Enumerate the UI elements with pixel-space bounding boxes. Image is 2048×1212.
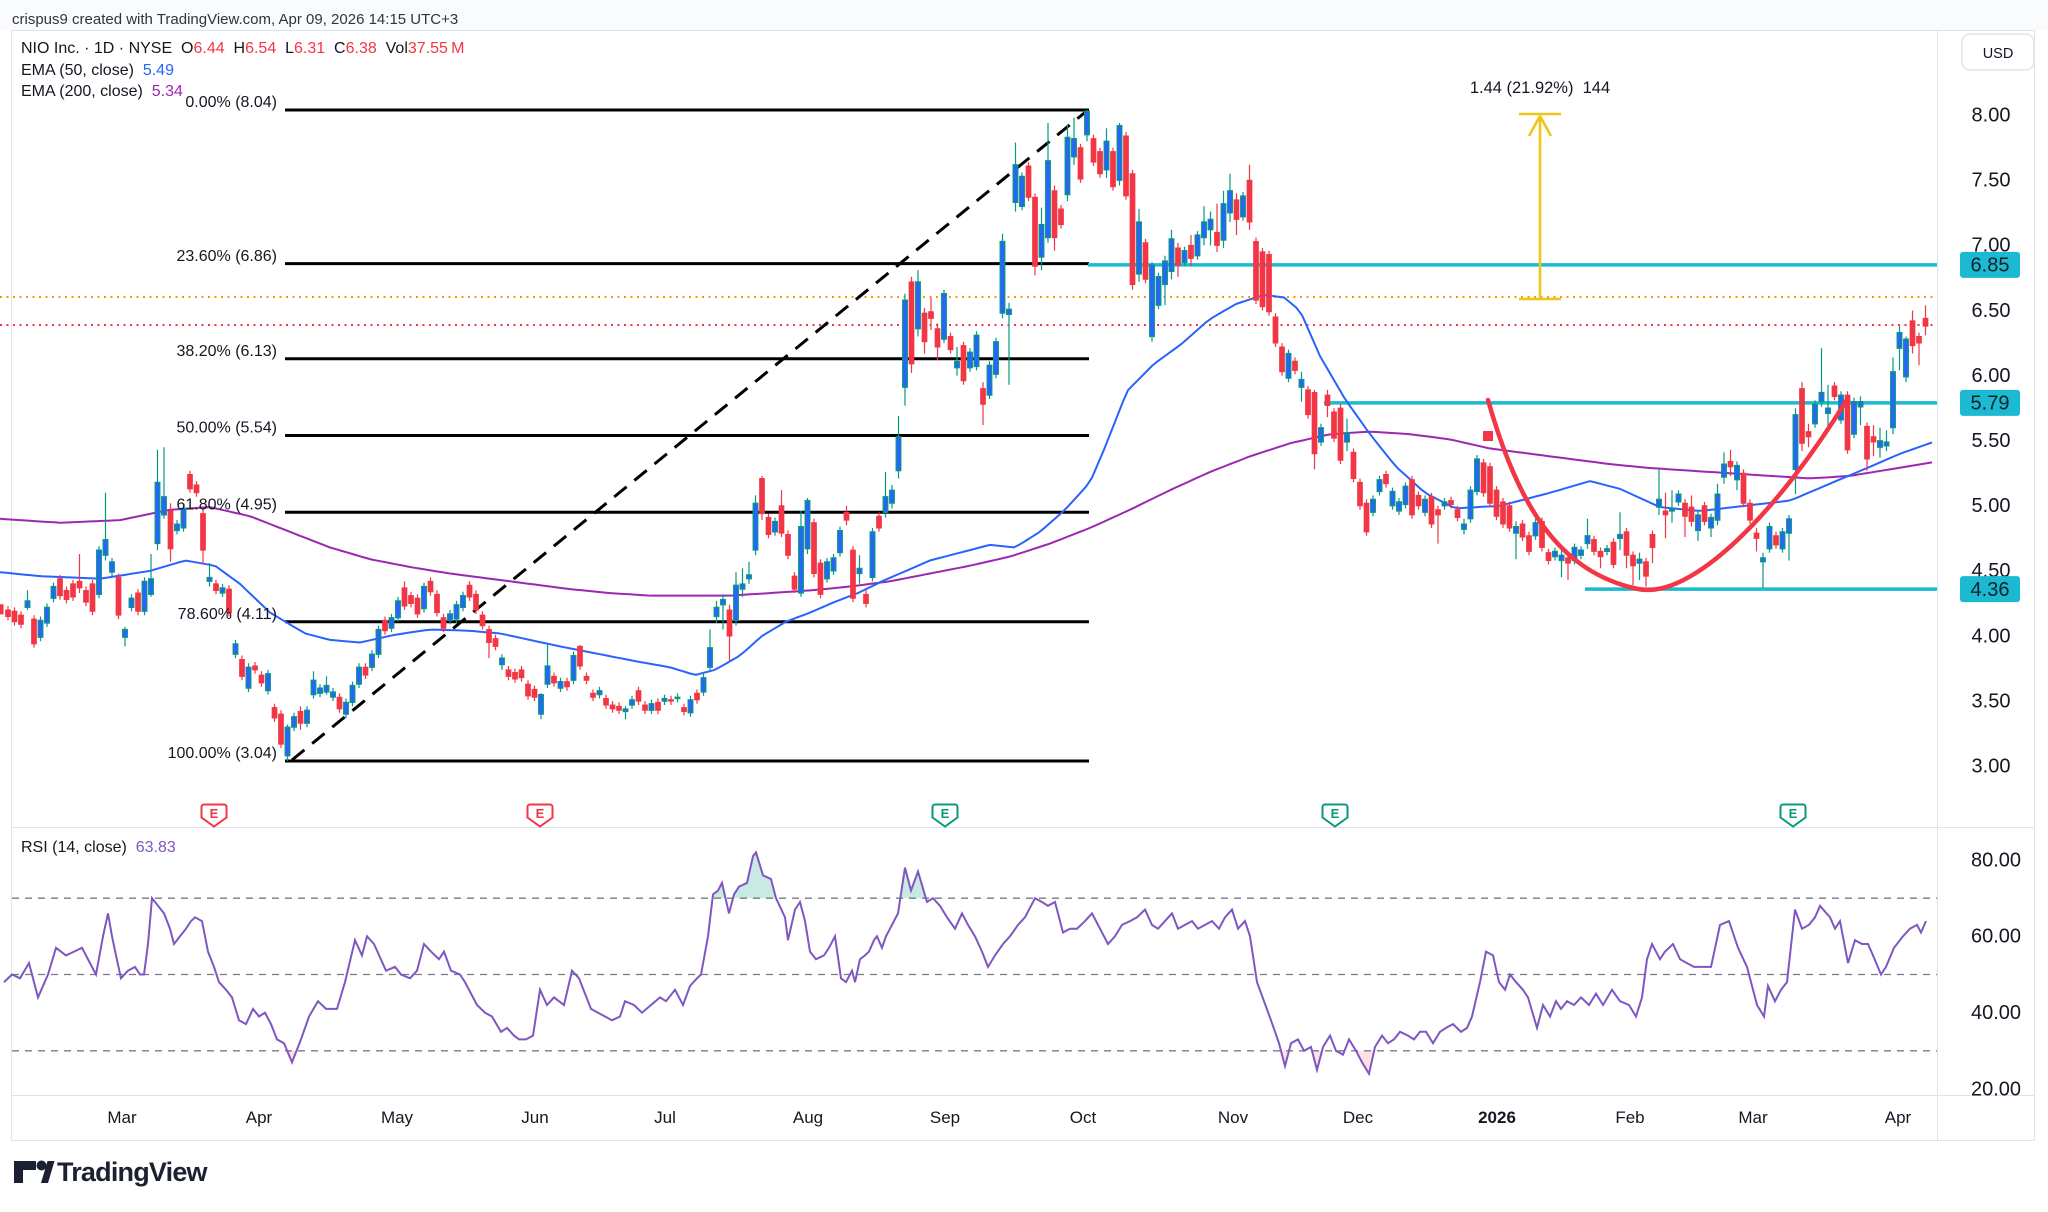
svg-text:4.00: 4.00 (1972, 625, 2011, 647)
svg-text:E: E (210, 806, 219, 821)
svg-text:0.00% (8.04): 0.00% (8.04) (185, 94, 277, 111)
svg-text:Mar: Mar (1738, 1108, 1768, 1127)
svg-text:3.00: 3.00 (1972, 755, 2011, 777)
svg-text:5.00: 5.00 (1972, 495, 2011, 517)
svg-text:Dec: Dec (1343, 1108, 1374, 1127)
svg-text:Aug: Aug (793, 1108, 823, 1127)
svg-text:EMA (50, close) 5.49: EMA (50, close) 5.49 (21, 62, 174, 79)
svg-text:6.00: 6.00 (1972, 365, 2011, 387)
svg-text:crispus9 created with TradingV: crispus9 created with TradingView.com, A… (12, 11, 458, 28)
svg-text:7.50: 7.50 (1972, 170, 2011, 192)
svg-text:May: May (381, 1108, 414, 1127)
svg-text:E: E (1331, 806, 1340, 821)
svg-text:5.79: 5.79 (1971, 393, 2010, 415)
svg-text:5.50: 5.50 (1972, 430, 2011, 452)
svg-text:E: E (1789, 806, 1798, 821)
svg-text:Jul: Jul (654, 1108, 676, 1127)
svg-text:Sep: Sep (930, 1108, 960, 1127)
svg-text:80.00: 80.00 (1971, 849, 2021, 871)
svg-text:Jun: Jun (521, 1108, 548, 1127)
svg-text:Apr: Apr (246, 1108, 273, 1127)
svg-text:8.00: 8.00 (1972, 104, 2011, 126)
svg-text:50.00% (5.54): 50.00% (5.54) (176, 420, 277, 437)
svg-text:40.00: 40.00 (1971, 1002, 2021, 1024)
svg-text:38.20% (6.13): 38.20% (6.13) (176, 343, 277, 360)
svg-text:6.50: 6.50 (1972, 300, 2011, 322)
svg-text:1.44 (21.92%) 144: 1.44 (21.92%) 144 (1470, 79, 1610, 97)
svg-text:USD: USD (1983, 46, 2014, 62)
svg-text:Oct: Oct (1070, 1108, 1097, 1127)
svg-text:100.00% (3.04): 100.00% (3.04) (168, 745, 277, 762)
svg-text:RSI (14, close) 63.83: RSI (14, close) 63.83 (21, 839, 176, 856)
svg-text:EMA (200, close) 5.34: EMA (200, close) 5.34 (21, 83, 183, 100)
svg-text:6.85: 6.85 (1971, 255, 2010, 277)
svg-text:4.36: 4.36 (1971, 579, 2010, 601)
svg-text:Mar: Mar (107, 1108, 137, 1127)
svg-text:2026: 2026 (1478, 1108, 1516, 1127)
svg-text:TradingView: TradingView (57, 1157, 209, 1187)
svg-text:NIO Inc. · 1D · NYSE O6.44 H: NIO Inc. · 1D · NYSE O6.44 H6.54 L6.31 C… (21, 40, 464, 57)
svg-text:7.00: 7.00 (1972, 235, 2011, 257)
svg-text:E: E (941, 806, 950, 821)
svg-text:3.50: 3.50 (1972, 690, 2011, 712)
svg-text:E: E (536, 806, 545, 821)
svg-text:78.60% (4.11): 78.60% (4.11) (178, 606, 277, 623)
svg-text:20.00: 20.00 (1971, 1078, 2021, 1100)
svg-text:Feb: Feb (1615, 1108, 1644, 1127)
svg-text:Nov: Nov (1218, 1108, 1249, 1127)
svg-text:60.00: 60.00 (1971, 926, 2021, 948)
svg-text:23.60% (6.86): 23.60% (6.86) (176, 248, 277, 265)
svg-text:61.80% (4.95): 61.80% (4.95) (176, 497, 277, 514)
svg-text:Apr: Apr (1885, 1108, 1912, 1127)
